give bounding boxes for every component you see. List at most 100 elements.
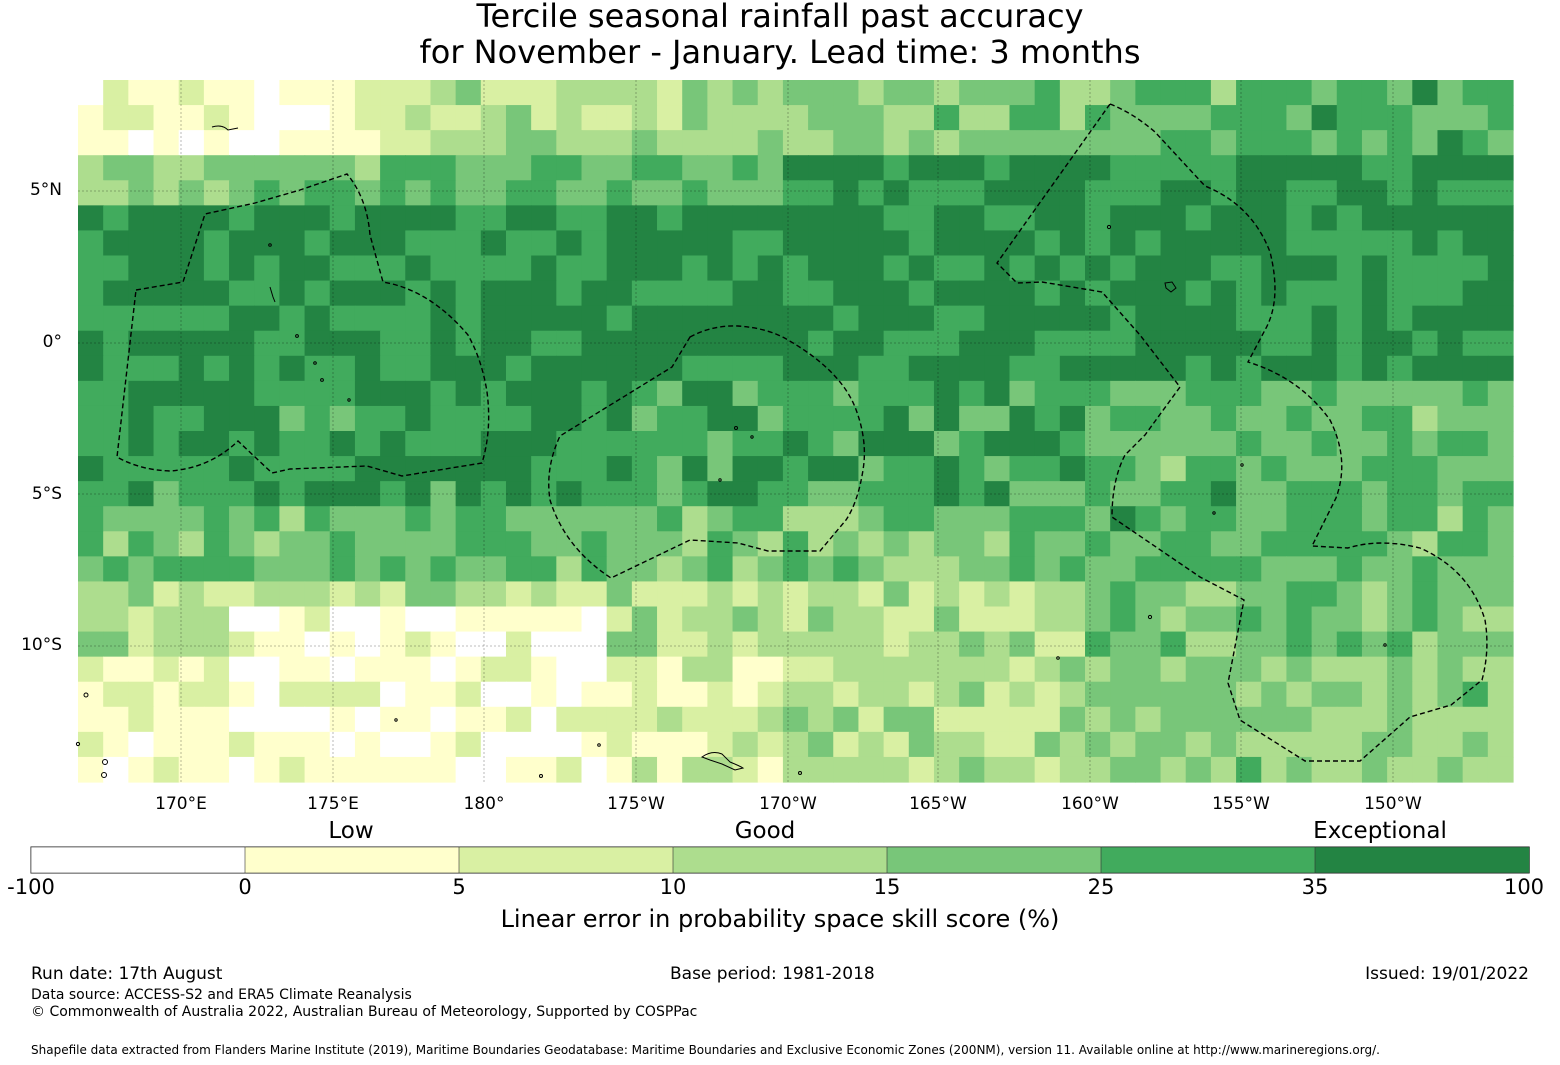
skill-grid-cell xyxy=(1487,105,1514,131)
skill-grid-cell xyxy=(858,280,885,307)
skill-grid-cell xyxy=(959,731,985,758)
skill-grid-cell xyxy=(1185,431,1212,457)
skill-grid-cell xyxy=(178,255,205,282)
skill-grid-cell xyxy=(1462,80,1489,106)
skill-grid-cell xyxy=(757,405,784,432)
skill-grid-cell xyxy=(1387,506,1413,532)
skill-grid-cell xyxy=(606,656,633,683)
skill-grid-cell xyxy=(153,405,180,432)
colorbar-swatch xyxy=(1100,846,1316,874)
skill-grid-cell xyxy=(631,405,658,432)
skill-grid-cell xyxy=(1160,456,1187,482)
skill-grid-cell xyxy=(153,205,180,232)
skill-grid-cell xyxy=(1437,105,1464,131)
skill-grid-cell xyxy=(1135,80,1162,106)
skill-grid-cell xyxy=(657,706,683,733)
skill-grid-cell xyxy=(1487,556,1514,583)
skill-grid-cell xyxy=(1236,105,1262,131)
skill-grid-cell xyxy=(78,105,104,131)
skill-grid-cell xyxy=(203,481,230,507)
skill-grid-cell xyxy=(707,506,734,532)
skill-grid-cell xyxy=(1437,305,1464,332)
skill-grid-cell xyxy=(959,531,985,557)
skill-grid-cell xyxy=(78,205,104,232)
skill-grid-cell xyxy=(1085,255,1111,282)
skill-grid-cell xyxy=(203,656,230,683)
skill-grid-cell xyxy=(1236,481,1262,507)
skill-grid-cell xyxy=(405,180,432,206)
skill-grid-cell xyxy=(1034,380,1061,407)
skill-grid-cell xyxy=(858,506,885,532)
skill-grid-cell xyxy=(858,706,885,733)
skill-grid-cell xyxy=(1034,706,1061,733)
skill-grid-cell xyxy=(1336,355,1363,382)
skill-grid-cell xyxy=(707,155,734,181)
skill-grid-cell xyxy=(732,531,759,557)
skill-grid-cell xyxy=(380,481,406,507)
skill-grid-cell xyxy=(354,706,381,733)
skill-grid-cell xyxy=(329,556,356,583)
skill-grid-cell xyxy=(984,330,1011,357)
skill-grid-cell xyxy=(1085,80,1111,106)
skill-grid-cell xyxy=(984,205,1011,232)
skill-grid-cell xyxy=(1185,280,1212,307)
skill-grid-cell xyxy=(78,731,104,758)
skill-grid-cell xyxy=(1110,456,1136,482)
skill-grid-cell xyxy=(707,205,734,232)
skill-grid-cell xyxy=(1009,631,1036,658)
skill-grid-cell xyxy=(103,155,129,181)
skill-grid-cell xyxy=(581,230,608,257)
skill-grid-cell xyxy=(128,606,155,633)
skill-grid-cell xyxy=(505,431,532,457)
skill-grid-cell xyxy=(1110,330,1136,357)
skill-grid-cell xyxy=(279,230,306,257)
skill-grid-cell xyxy=(1387,405,1413,432)
skill-grid-cell xyxy=(1311,130,1338,156)
skill-grid-cell xyxy=(1361,756,1388,783)
skill-grid-cell xyxy=(833,205,860,232)
skill-grid-cell xyxy=(833,431,860,457)
skill-grid-cell xyxy=(808,431,834,457)
skill-grid-cell xyxy=(480,355,507,382)
skill-grid-cell xyxy=(455,130,482,156)
skill-grid-cell xyxy=(682,305,708,332)
skill-grid-cell xyxy=(1286,155,1313,181)
skill-grid-cell xyxy=(354,305,381,332)
skill-grid-cell xyxy=(732,130,759,156)
skill-grid-cell xyxy=(606,280,633,307)
skill-grid-cell xyxy=(153,130,180,156)
skill-grid-cell xyxy=(757,481,784,507)
skill-grid-cell xyxy=(203,105,230,131)
skill-grid-cell xyxy=(1437,155,1464,181)
skill-grid-cell xyxy=(908,180,935,206)
skill-grid-cell xyxy=(581,706,608,733)
skill-grid-cell xyxy=(908,205,935,232)
skill-grid-cell xyxy=(1185,255,1212,282)
skill-grid-cell xyxy=(1034,330,1061,357)
skill-grid-cell xyxy=(1387,80,1413,106)
skill-grid-cell xyxy=(808,556,834,583)
skill-grid-cell xyxy=(782,205,809,232)
skill-grid-cell xyxy=(1286,205,1313,232)
skill-grid-cell xyxy=(682,431,708,457)
skill-grid-cell xyxy=(657,606,683,633)
skill-grid-cell xyxy=(1462,330,1489,357)
skill-grid-cell xyxy=(732,80,759,106)
skill-grid-cell xyxy=(1286,656,1313,683)
skill-grid-cell xyxy=(808,155,834,181)
skill-grid-cell xyxy=(531,130,557,156)
skill-grid-cell xyxy=(908,456,935,482)
skill-grid-cell xyxy=(380,531,406,557)
skill-grid-cell xyxy=(430,581,457,608)
skill-grid-cell xyxy=(455,556,482,583)
skill-grid-cell xyxy=(1085,431,1111,457)
skill-grid-cell xyxy=(304,380,331,407)
skill-grid-cell xyxy=(128,155,155,181)
skill-grid-cell xyxy=(1412,631,1439,658)
skill-grid-cell xyxy=(1085,280,1111,307)
skill-grid-cell xyxy=(455,180,482,206)
skill-grid-cell xyxy=(808,456,834,482)
skill-grid-cell xyxy=(455,80,482,106)
skill-grid-cell xyxy=(380,305,406,332)
skill-grid-cell xyxy=(1437,405,1464,432)
